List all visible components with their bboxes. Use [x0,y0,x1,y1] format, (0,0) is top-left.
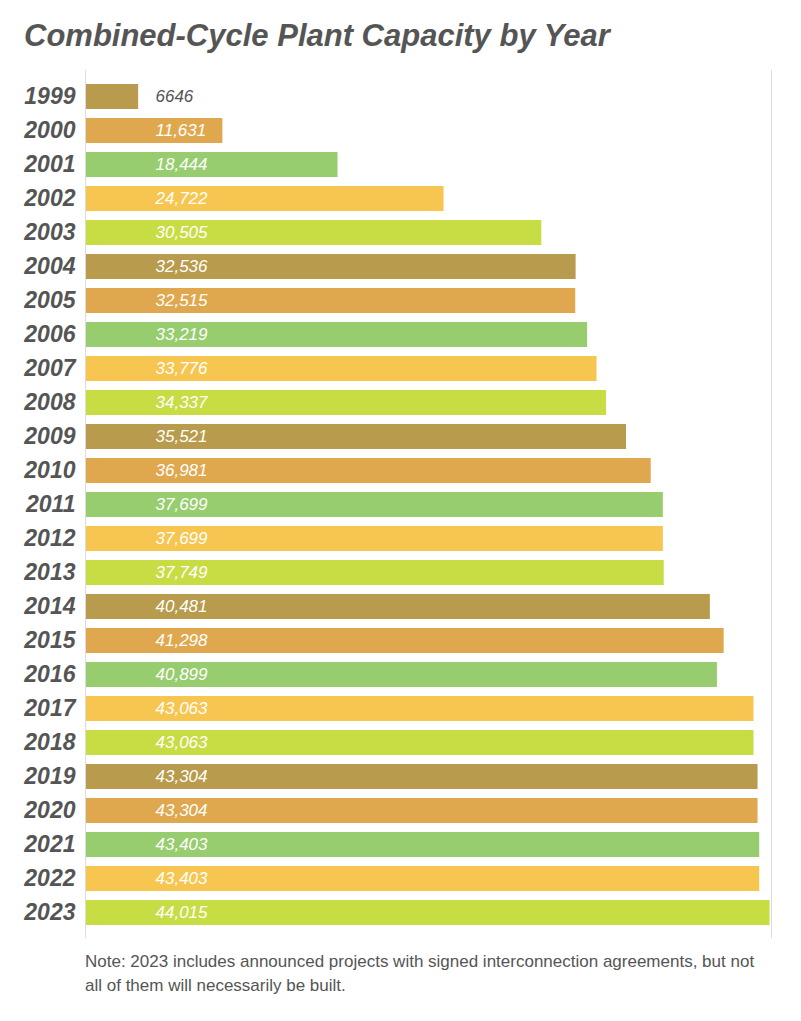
svg-text:2014: 2014 [23,593,75,619]
svg-text:2002: 2002 [23,185,75,211]
svg-text:24,722: 24,722 [155,189,209,208]
html-text:Note: 2023 includes announced: Note: 2023 includes announced projects w… [85,952,755,995]
svg-text:18,444: 18,444 [156,155,208,174]
svg-text:43,304: 43,304 [156,801,208,820]
svg-text:11,631: 11,631 [156,121,207,140]
svg-text:2004: 2004 [23,253,75,279]
svg-text:36,981: 36,981 [156,461,208,480]
svg-text:2006: 2006 [23,321,75,347]
svg-text:43,304: 43,304 [156,767,208,786]
svg-text:2019: 2019 [23,763,75,789]
svg-text:2013: 2013 [23,559,75,585]
svg-text:6646: 6646 [156,87,194,106]
html-text:Combined-Cycle Plant Capacity: Combined-Cycle Plant Capacity by Year [24,18,610,53]
svg-text:40,899: 40,899 [156,665,209,684]
svg-text:34,337: 34,337 [156,393,209,412]
svg-text:43,403: 43,403 [156,869,209,888]
svg-text:30,505: 30,505 [156,223,209,242]
svg-text:37,749: 37,749 [156,563,209,582]
svg-text:2016: 2016 [23,661,75,687]
svg-text:2022: 2022 [23,865,75,891]
svg-text:2010: 2010 [23,457,75,483]
svg-text:35,521: 35,521 [156,427,208,446]
svg-text:2009: 2009 [23,423,75,449]
svg-text:2017: 2017 [23,695,76,721]
svg-text:37,699: 37,699 [156,495,209,514]
svg-text:1999: 1999 [24,83,75,109]
svg-text:43,063: 43,063 [156,733,209,752]
svg-text:32,536: 32,536 [156,257,209,276]
svg-text:2001: 2001 [23,151,75,177]
svg-text:32,515: 32,515 [156,291,209,310]
svg-text:2008: 2008 [23,389,75,415]
svg-text:2023: 2023 [23,899,75,925]
svg-text:2000: 2000 [23,117,75,143]
svg-text:2011: 2011 [25,491,75,517]
svg-text:43,063: 43,063 [156,699,209,718]
svg-text:2007: 2007 [23,355,76,381]
svg-text:33,219: 33,219 [156,325,209,344]
svg-text:2021: 2021 [23,831,75,857]
svg-text:41,298: 41,298 [156,631,209,650]
svg-text:37,699: 37,699 [156,529,209,548]
svg-text:2018: 2018 [23,729,75,755]
svg-text:40,481: 40,481 [156,597,208,616]
svg-text:43,403: 43,403 [156,835,209,854]
svg-text:44,015: 44,015 [156,903,209,922]
svg-text:2015: 2015 [23,627,76,653]
svg-text:2020: 2020 [23,797,75,823]
svg-text:33,776: 33,776 [156,359,209,378]
svg-text:2012: 2012 [23,525,75,551]
svg-text:2005: 2005 [23,287,76,313]
svg-text:2003: 2003 [23,219,75,245]
